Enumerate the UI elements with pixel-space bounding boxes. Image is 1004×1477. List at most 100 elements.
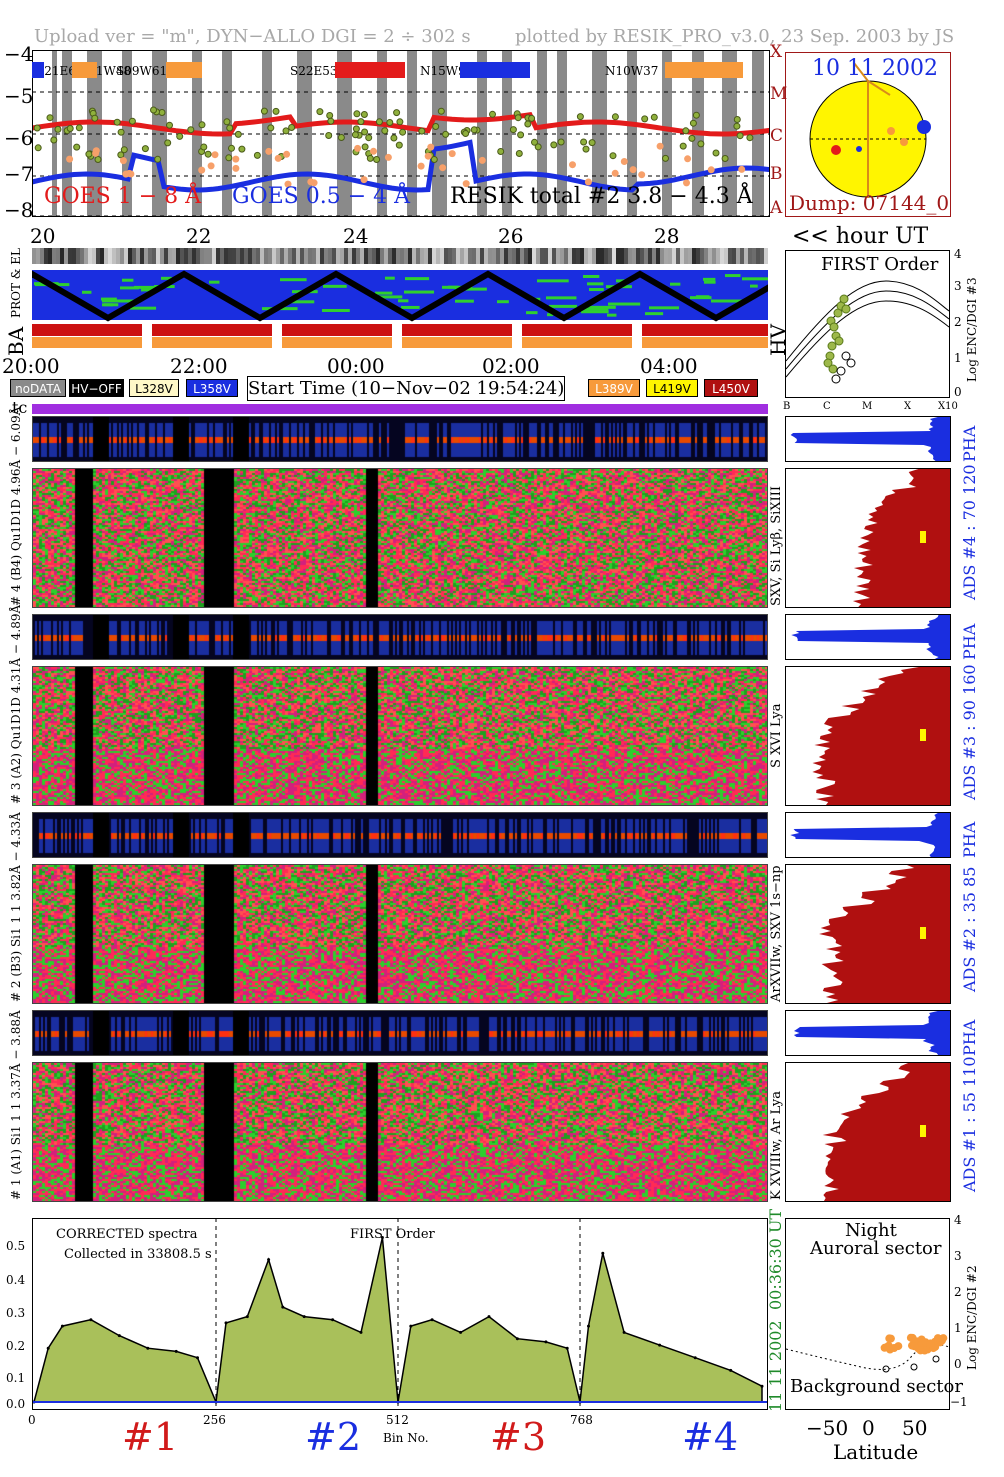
- prot-green-20: [497, 300, 509, 304]
- ba-red-0: [32, 324, 142, 336]
- prot-cell-296: [328, 248, 332, 264]
- prot-cell-252: [284, 248, 288, 264]
- hour-tick-20: 20: [30, 224, 56, 248]
- header-right: plotted by RESIK_PRO_v3.0, 23 Sep. 2003 …: [515, 26, 955, 47]
- prot-cell-628: [660, 248, 664, 264]
- ads-line-label-1: K XVIIIw, Ar Lya: [769, 1091, 784, 1200]
- prot-green-54: [455, 287, 487, 291]
- resik-orange-37: [384, 153, 392, 161]
- prot-cell-624: [656, 248, 660, 264]
- lat-xtick-50: 50: [902, 1416, 928, 1440]
- hour-tick-22: 22: [186, 224, 212, 248]
- prot-green-34: [130, 306, 157, 310]
- spectrum-point-26: [587, 1324, 590, 1328]
- prot-green-58: [537, 279, 569, 283]
- prot-green-9: [141, 288, 155, 292]
- prot-cell-52: [84, 248, 88, 264]
- spectrum-point-7: [196, 1356, 199, 1360]
- prot-cell-312: [344, 248, 348, 264]
- prot-cell-184: [216, 248, 220, 264]
- time-tick-2000: 20:00: [2, 354, 60, 378]
- resik-point-87: [609, 152, 617, 160]
- resik-point-112: [386, 119, 394, 126]
- resik-point-60: [393, 109, 401, 117]
- resik-point-35: [576, 113, 584, 121]
- night-band-3: [122, 50, 132, 217]
- resik-orange-36: [370, 147, 377, 155]
- prot-cell-240: [272, 248, 276, 264]
- resik-point-103: [54, 125, 62, 133]
- fo-ytick-4: 4: [954, 247, 962, 261]
- prot-cell-616: [648, 248, 652, 264]
- spectrum-point-1: [46, 1346, 50, 1350]
- spec-xlabel: Bin No.: [383, 1431, 429, 1445]
- resik-orange-33: [284, 180, 292, 188]
- resik-orange-12: [232, 155, 240, 163]
- region-swatch-5: [460, 62, 530, 78]
- prot-cell-528: [560, 248, 564, 264]
- class-letter-a: A: [770, 198, 783, 218]
- prot-cell-416: [448, 248, 452, 264]
- prot-cell-560: [592, 248, 596, 264]
- resik-point-100: [176, 132, 184, 140]
- section-label-2: #2: [305, 1415, 362, 1459]
- spectrum-note-1: CORRECTED spectra: [56, 1227, 198, 1242]
- resik-point-69: [34, 144, 42, 152]
- spectrum-point-5: [146, 1346, 150, 1350]
- prot-cell-336: [368, 248, 372, 264]
- spectrum-point-29: [658, 1343, 662, 1347]
- prot-cell-364: [396, 248, 400, 264]
- prot-green-26: [102, 299, 138, 303]
- resik-point-22: [204, 150, 212, 158]
- prot-cell-460: [492, 248, 496, 264]
- goes-frame: [32, 50, 770, 217]
- resik-point-117: [692, 111, 700, 119]
- night-band-0: [52, 50, 57, 217]
- prot-cell-256: [288, 248, 292, 264]
- prot-cell-116: [148, 248, 152, 264]
- prot-cell-600: [632, 248, 636, 264]
- resik-point-116: [365, 134, 373, 142]
- prot-green-48: [404, 290, 435, 294]
- resik-orange-31: [211, 151, 219, 159]
- ads-heatmap-2: [32, 864, 768, 1004]
- resik-point-98: [514, 114, 522, 122]
- ads-range-4: ADS #4 : 70 120: [960, 464, 979, 600]
- prot-cell-452: [484, 248, 488, 264]
- prot-cell-308: [340, 248, 344, 264]
- pha-heatmap-4: [32, 416, 768, 462]
- resik-orange-32: [66, 155, 74, 163]
- goes-ytick-3: −6: [4, 126, 34, 150]
- resik-orange-28: [360, 176, 368, 184]
- ba-orange-2: [282, 337, 392, 348]
- resik-orange-25: [92, 147, 100, 155]
- chip-l450v: L450V: [704, 379, 758, 397]
- prot-green-51: [711, 299, 747, 303]
- resik-point-42: [187, 126, 195, 134]
- prot-green-7: [607, 313, 617, 317]
- resik-point-33: [361, 128, 369, 136]
- pha-hist-2: [785, 812, 951, 858]
- spec-ytick-04: 0.4: [6, 1273, 26, 1287]
- prot-cell-564: [596, 248, 600, 264]
- prot-green-49: [589, 305, 616, 309]
- fo-xtick-b: B: [783, 401, 791, 412]
- prot-cell-700: [732, 248, 736, 264]
- prot-cell-680: [712, 248, 716, 264]
- prot-cell-516: [548, 248, 552, 264]
- goes18-line: [32, 111, 770, 137]
- channel-label-2: # 2 (B3) Si1 1 1 3.82Å − 4.33Å: [9, 812, 23, 1002]
- ads-hist-marker-3: [920, 1125, 926, 1137]
- resik-point-53: [550, 141, 558, 149]
- prot-cell-352: [384, 248, 388, 264]
- spectrum-point-27: [601, 1251, 605, 1255]
- prot-cell-548: [580, 248, 584, 264]
- prot-cell-400: [432, 248, 436, 264]
- resik-point-110: [688, 134, 696, 142]
- ads-hist-4: [785, 468, 951, 608]
- resik-point-13: [733, 116, 741, 123]
- resik-orange-27: [584, 178, 592, 186]
- prot-cell-696: [728, 248, 732, 264]
- resik-point-74: [85, 150, 93, 158]
- spec-ytick-03: 0.3: [6, 1306, 26, 1320]
